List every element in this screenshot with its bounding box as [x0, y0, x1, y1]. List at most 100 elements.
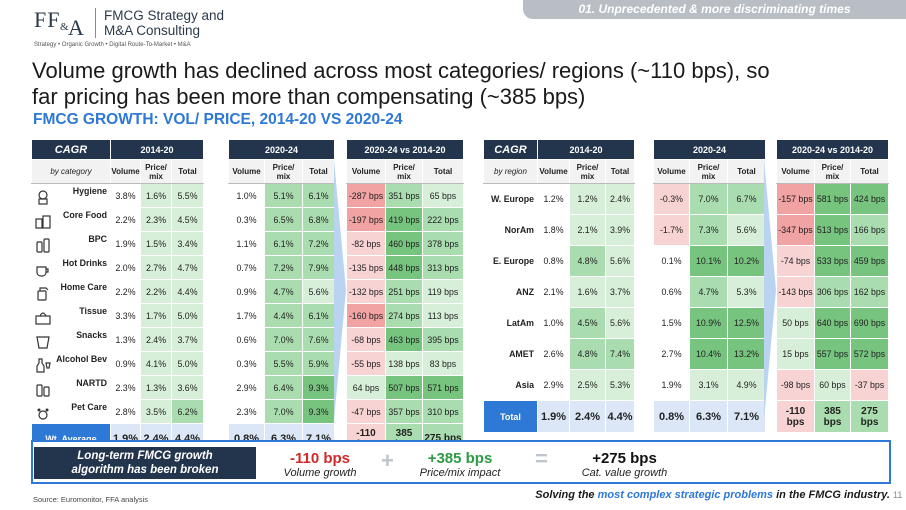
col-price-line-1: Price/	[821, 162, 844, 172]
table-row: Pet Care 2.8% 3.5% 6.2%	[31, 399, 204, 424]
cell-volume: 2.1%	[537, 276, 570, 308]
company-line-2: M&A Consulting	[104, 23, 201, 38]
table-row: W. Europe 1.2% 1.2% 2.4%	[483, 183, 635, 215]
cell-volume: 3.3%	[110, 303, 141, 328]
cell-total: 7.1%	[727, 400, 766, 433]
cell-price-mix: 5.5%	[264, 351, 303, 376]
cell-volume: 15 bps	[776, 338, 815, 370]
cell-total: 9.3%	[302, 399, 335, 424]
period-2014-20-header: 2014-20	[537, 139, 635, 160]
header-row: CAGR 2014-20	[483, 139, 635, 160]
cell-total: 6.7%	[727, 183, 766, 215]
ffa-logo: FF & A	[34, 7, 104, 41]
cell-total: 275 bps	[850, 400, 889, 433]
cell-volume: 1.9%	[537, 400, 570, 433]
page-subtitle: FMCG GROWTH: VOL/ PRICE, 2014-20 VS 2020…	[33, 111, 403, 128]
cell-total: 378 bps	[422, 231, 464, 256]
banner-label-line-1: Long-term FMCG growth	[77, 450, 213, 462]
col-total: Total	[850, 159, 889, 184]
total-stat-value: +275 bps	[592, 450, 657, 467]
table-row: -0.3% 7.0% 6.7%	[653, 183, 766, 215]
category-name: Alcohol Bev	[56, 354, 107, 364]
cell-total: 3.6%	[171, 375, 204, 400]
table-row: 0.7% 7.2% 7.9%	[228, 255, 335, 280]
cell-price-mix: 2.1%	[569, 214, 606, 246]
table-row: 1.7% 4.4% 6.1%	[228, 303, 335, 328]
category-2014-20-table: CAGR 2014-20 by category Volume Price/mix Tot…	[31, 139, 204, 454]
cell-price-mix: 2.7%	[140, 255, 172, 280]
cell-price-mix: 4.8%	[569, 245, 606, 277]
cell-total: 4.4%	[171, 279, 204, 304]
col-total: Total	[727, 159, 766, 184]
company-line-1: FMCG Strategy and	[104, 8, 225, 23]
hygiene-icon	[38, 190, 48, 205]
col-price-line-1: Price/	[145, 162, 167, 172]
cell-total: 2.4%	[605, 183, 635, 215]
cell-price-mix: 6.3%	[689, 400, 728, 433]
cell-volume: 1.5%	[653, 307, 690, 339]
col-price-line-2: mix	[701, 171, 716, 181]
period-2020-24-header: 2020-24	[228, 139, 335, 160]
footer-pre: Solving the	[535, 489, 598, 501]
category-label: BPC	[31, 231, 111, 256]
table-row: 15 bps 557 bps 572 bps	[776, 338, 889, 370]
col-total: Total	[302, 159, 335, 184]
subheader-row: by category Volume Price/mix Total	[31, 159, 204, 184]
table-row: 0.6% 4.7% 5.3%	[653, 276, 766, 308]
col-volume: Volume	[110, 159, 141, 184]
table-row: BPC 1.9% 1.5% 3.4%	[31, 231, 204, 256]
cell-volume: -47 bps	[346, 399, 386, 424]
cell-price-mix: 4.8%	[569, 338, 606, 370]
table-row: ANZ 2.1% 1.6% 3.7%	[483, 276, 635, 308]
footer-highlight: most complex strategic problems	[597, 489, 774, 501]
table-row: E. Europe 0.8% 4.8% 5.6%	[483, 245, 635, 277]
cell-total: 459 bps	[850, 245, 889, 277]
alcohol-icon	[36, 358, 51, 373]
col-price-line-1: Price/	[393, 162, 415, 172]
cell-volume: -157 bps	[776, 183, 815, 215]
table-row: 0.1% 10.1% 10.2%	[653, 245, 766, 277]
tissue-icon	[35, 312, 51, 325]
cell-total: 5.9%	[302, 351, 335, 376]
table-row: Tissue 3.3% 1.7% 5.0%	[31, 303, 204, 328]
cell-volume: 1.1%	[228, 231, 265, 256]
cell-total: 5.5%	[171, 183, 204, 208]
cell-volume: -347 bps	[776, 214, 815, 246]
category-label: Hygiene	[31, 183, 111, 208]
table-row: Core Food 2.2% 2.3% 4.5%	[31, 207, 204, 232]
header-row: 2020-24	[653, 139, 766, 160]
cell-total: 6.1%	[302, 303, 335, 328]
cell-volume: 0.3%	[228, 351, 265, 376]
category-label: Alcohol Bev	[31, 351, 111, 376]
category-name: Pet Care	[71, 402, 107, 412]
company-name: FMCG Strategy and M&A Consulting	[104, 8, 224, 38]
cell-price-mix: 5.1%	[264, 183, 303, 208]
cell-total: 4.5%	[171, 207, 204, 232]
table-row: 0.3% 5.5% 5.9%	[228, 351, 335, 376]
cell-total: 6.2%	[171, 399, 204, 424]
cell-total: 7.9%	[302, 255, 335, 280]
section-tag: 01. Unprecedented & more discriminating …	[523, 0, 906, 19]
category-name: Core Food	[63, 210, 107, 220]
cell-volume: 1.8%	[537, 214, 570, 246]
table-row: 1.0% 5.1% 6.1%	[228, 183, 335, 208]
volume-stat-label: Volume growth	[283, 467, 357, 479]
header-row: CAGR 2014-20	[31, 139, 204, 160]
cell-price-mix: 2.4%	[140, 327, 172, 352]
table-row: -143 bps 306 bps 162 bps	[776, 276, 889, 308]
table-row: Hot Drinks 2.0% 2.7% 4.7%	[31, 255, 204, 280]
table-row: -55 bps 138 bps 83 bps	[346, 351, 464, 376]
cell-total: 162 bps	[850, 276, 889, 308]
table-row: 2.7% 10.4% 13.2%	[653, 338, 766, 370]
cell-total: 12.5%	[727, 307, 766, 339]
cell-volume: 0.8%	[537, 245, 570, 277]
col-volume: Volume	[537, 159, 570, 184]
cell-total: 65 bps	[422, 183, 464, 208]
cell-price-mix: 7.0%	[689, 183, 728, 215]
cell-total: 13.2%	[727, 338, 766, 370]
cell-total: 313 bps	[422, 255, 464, 280]
cell-volume: 1.0%	[537, 307, 570, 339]
cell-price-mix: 640 bps	[814, 307, 851, 339]
col-total: Total	[422, 159, 464, 184]
cell-price-mix: 2.2%	[140, 279, 172, 304]
